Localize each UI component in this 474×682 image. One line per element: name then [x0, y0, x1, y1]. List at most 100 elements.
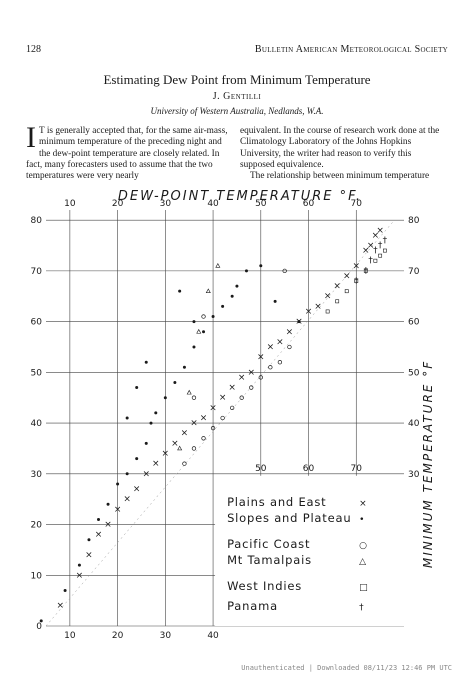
data-point: [325, 309, 330, 314]
dew-point-scatter-chart: ×××××××××××××××××××××××××××××××××××†††††…: [31, 189, 435, 641]
data-point: [205, 288, 211, 293]
data-point: ×: [333, 282, 341, 292]
data-point: [363, 268, 368, 273]
data-point: [378, 253, 383, 258]
data-point: ×: [362, 246, 370, 256]
data-point: [125, 416, 129, 420]
left-tick-label: 80: [31, 216, 43, 226]
author-name: J. Gentilli: [212, 91, 262, 102]
top-tick-label: 70: [351, 199, 363, 209]
left-tick-label: 40: [31, 419, 43, 429]
data-point: ×: [238, 373, 246, 383]
data-point: ×: [257, 353, 265, 363]
data-point: ×: [219, 393, 227, 403]
legend-marker: •: [359, 515, 364, 525]
data-point: ×: [142, 469, 150, 479]
data-point: ×: [247, 368, 255, 378]
data-point: [244, 269, 248, 273]
data-point: [273, 299, 277, 303]
bottom-tick-label: 30: [160, 631, 172, 641]
data-point: ×: [133, 485, 141, 495]
chart-title: DEW-POINT TEMPERATURE °F.: [118, 189, 362, 204]
chart-points: ×××××××××××××××××××××××××××××××××××†††††…: [39, 226, 388, 623]
top-tick-label: 10: [64, 199, 76, 209]
data-point: ×: [104, 520, 112, 530]
data-point: [282, 268, 287, 274]
data-point: ×: [376, 226, 384, 236]
page-number: 128: [26, 44, 41, 55]
author-affiliation: University of Western Australia, Nedland…: [150, 106, 324, 116]
right-column-text-2: The relationship between minimum tempera…: [250, 171, 430, 182]
data-point: [39, 619, 43, 623]
data-point: [116, 482, 120, 486]
chart-labels: DEW-POINT TEMPERATURE °F. MINIMUM TEMPERA…: [31, 189, 435, 641]
data-point: [202, 330, 206, 334]
data-point: †: [364, 266, 369, 276]
data-point: ×: [209, 403, 217, 413]
data-point: [191, 395, 197, 400]
data-point: ×: [267, 342, 275, 352]
data-point: [191, 446, 197, 451]
chart-legend: Plains and East × Slopes and Plateau • Pacif…: [215, 475, 404, 626]
data-point: ×: [367, 241, 375, 251]
data-point: [182, 461, 187, 466]
legend-marker: □: [359, 583, 368, 593]
data-point: ×: [95, 530, 103, 540]
legend-label: West Indies: [227, 579, 302, 593]
data-point: ×: [324, 292, 332, 302]
data-point: ×: [305, 307, 313, 317]
data-point: [182, 365, 186, 369]
data-point: [125, 472, 129, 476]
chart-grid: [45, 210, 404, 627]
data-point: [196, 328, 202, 334]
bottom-tick-label: 10: [64, 631, 76, 641]
right-column-text-1: equivalent. In the course of research wo…: [240, 126, 440, 170]
data-point: [106, 502, 110, 506]
top-tick-label: 60: [303, 199, 315, 209]
top-tick-label: 20: [112, 199, 124, 209]
left-tick-label: 50: [31, 368, 43, 378]
data-point: [63, 588, 67, 592]
data-point: [201, 436, 206, 441]
data-point: †: [383, 236, 388, 246]
data-point: [163, 396, 167, 400]
running-header: 128 Bulletin American Meteorological Soc…: [26, 44, 448, 58]
left-column-text: T is generally accepted that, for the sa…: [26, 126, 228, 182]
data-point: ×: [228, 383, 236, 393]
data-point: ×: [181, 429, 189, 439]
legend-label: Slopes and Plateau: [227, 511, 351, 525]
data-point: †: [373, 246, 378, 256]
data-point: ×: [114, 505, 122, 515]
data-point: [97, 517, 101, 521]
left-tick-label: 30: [31, 470, 43, 480]
data-point: ×: [57, 601, 65, 611]
data-point: [277, 360, 283, 365]
legend-label: Pacific Coast: [227, 537, 310, 551]
data-point: [344, 289, 349, 294]
right-tick-label: 40: [408, 419, 420, 429]
legend-label: Plains and East: [227, 495, 326, 509]
data-point: [335, 299, 340, 304]
data-point: [173, 380, 177, 384]
data-point: ×: [76, 571, 84, 581]
data-point: ×: [276, 337, 284, 347]
legend-marker: ○: [359, 541, 367, 551]
data-point: [235, 284, 239, 288]
data-point: [144, 360, 148, 364]
download-footer: Unauthenticated | Downloaded 08/11/23 12…: [241, 664, 452, 672]
data-point: [220, 415, 225, 421]
top-tick-label: 40: [207, 199, 219, 209]
data-point: [211, 315, 215, 319]
data-point: [221, 304, 225, 308]
data-point: [87, 538, 91, 542]
data-point: [135, 386, 139, 390]
data-point: ×: [190, 419, 198, 429]
inner-tick-label: 50: [255, 464, 267, 474]
data-point: †: [378, 241, 383, 251]
data-point: [178, 289, 182, 293]
right-tick-label: 80: [408, 216, 420, 226]
legend-marker: ×: [359, 499, 367, 509]
data-point: ×: [352, 261, 360, 271]
data-point: [249, 385, 254, 390]
legend-marker: △: [359, 557, 366, 567]
